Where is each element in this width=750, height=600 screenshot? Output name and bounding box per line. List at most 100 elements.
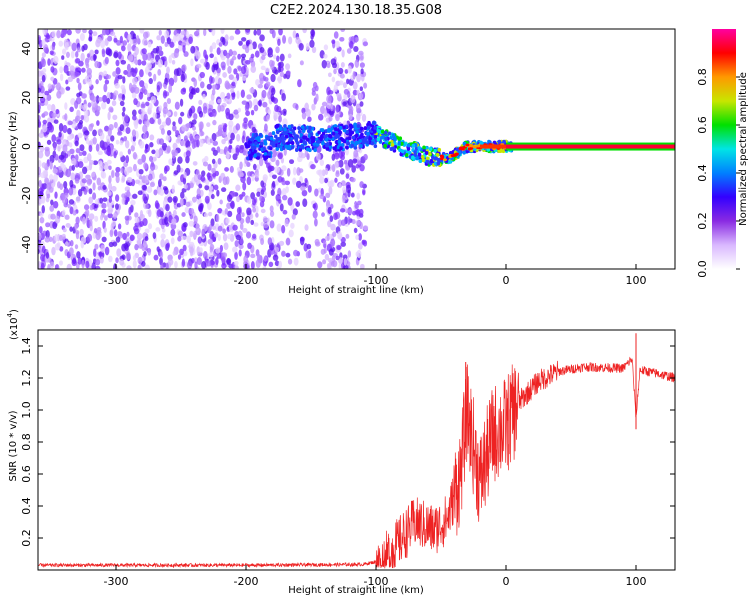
heatmap-cell bbox=[120, 84, 126, 90]
heatmap-cell bbox=[239, 161, 243, 170]
heatmap-cell bbox=[310, 33, 314, 40]
heatmap-cell bbox=[106, 190, 112, 197]
heatmap-cell bbox=[172, 121, 176, 126]
heatmap-cell bbox=[229, 201, 235, 208]
heatmap-cell bbox=[174, 150, 178, 156]
heatmap-cell bbox=[342, 125, 346, 130]
heatmap-cell bbox=[117, 223, 122, 230]
heatmap-cell bbox=[258, 132, 263, 137]
heatmap-cell bbox=[343, 257, 348, 266]
heatmap-cell bbox=[292, 208, 298, 216]
heatmap-cell bbox=[183, 135, 188, 142]
heatmap-cell bbox=[200, 175, 206, 182]
heatmap-cell bbox=[149, 181, 155, 188]
heatmap-cell bbox=[321, 141, 325, 146]
heatmap-cell bbox=[329, 179, 335, 188]
heatmap-cell bbox=[56, 90, 62, 99]
heatmap-cell bbox=[389, 135, 393, 140]
heatmap-cell bbox=[146, 52, 152, 61]
heatmap-cell bbox=[228, 120, 234, 128]
heatmap-cell bbox=[173, 111, 178, 117]
snr-panel: -300 -200 -100 0 100 0.2 0.4 0.6 0.8 1.0 1.2 1.4 He… bbox=[6, 309, 676, 596]
heatmap-cell bbox=[64, 113, 68, 121]
heatmap-cell bbox=[334, 40, 340, 49]
heatmap-cell bbox=[361, 239, 366, 246]
heatmap-cell bbox=[372, 120, 376, 125]
heatmap-cell bbox=[295, 201, 301, 208]
heatmap-cell bbox=[68, 70, 75, 76]
heatmap-cell bbox=[430, 155, 435, 160]
heatmap-cell bbox=[211, 42, 217, 50]
heatmap-cell bbox=[333, 68, 337, 75]
heatmap-cell bbox=[55, 82, 61, 91]
heatmap-cell bbox=[156, 246, 160, 252]
heatmap-cell bbox=[138, 119, 142, 125]
heatmap-cell bbox=[168, 158, 173, 165]
heatmap-cell bbox=[188, 241, 195, 247]
heatmap-cell bbox=[139, 221, 145, 227]
heatmap-cell bbox=[259, 46, 265, 53]
heatmap-cell bbox=[356, 112, 361, 122]
heatmap-cell bbox=[92, 182, 96, 191]
heatmap-cell bbox=[166, 37, 171, 45]
heatmap-cell bbox=[240, 53, 247, 59]
heatmap-cell bbox=[267, 47, 273, 56]
heatmap-cell bbox=[137, 59, 142, 66]
heatmap-cell bbox=[255, 212, 259, 218]
heatmap-cell bbox=[328, 110, 334, 116]
heatmap-cell bbox=[124, 244, 129, 252]
heatmap-cell bbox=[223, 98, 228, 103]
heatmap-cell bbox=[298, 147, 303, 152]
heatmap-cell bbox=[82, 166, 88, 175]
heatmap-cell bbox=[132, 255, 137, 261]
heatmap-cell bbox=[233, 68, 238, 75]
heatmap-cell bbox=[75, 196, 81, 203]
heatmap-cell bbox=[437, 147, 442, 152]
heatmap-cell bbox=[38, 226, 43, 234]
heatmap-cell bbox=[359, 221, 363, 230]
heatmap-cell bbox=[83, 130, 90, 136]
heatmap-cell bbox=[215, 247, 221, 254]
heatmap-cell bbox=[227, 210, 233, 218]
heatmap-cell bbox=[328, 145, 333, 150]
heatmap-cell bbox=[132, 193, 138, 199]
heatmap-cell bbox=[106, 97, 111, 105]
heatmap-cell bbox=[42, 29, 48, 36]
heatmap-cell bbox=[335, 171, 340, 178]
heatmap-cell bbox=[250, 151, 255, 156]
heatmap-cell bbox=[159, 250, 164, 259]
heatmap-cell bbox=[270, 73, 276, 83]
heatmap-cell bbox=[119, 35, 123, 44]
heatmap-cell bbox=[58, 131, 62, 138]
heatmap-cell bbox=[123, 135, 128, 142]
heatmap-cell bbox=[75, 147, 81, 154]
heatmap-cell bbox=[108, 196, 113, 203]
heatmap-cell bbox=[199, 202, 204, 210]
heatmap-cell bbox=[59, 66, 64, 74]
colorbar-label: Normalized spectral amplitude bbox=[738, 72, 749, 226]
heatmap-cell bbox=[192, 161, 198, 166]
heatmap-cell bbox=[102, 220, 106, 230]
heatmap-cell bbox=[92, 192, 97, 200]
heatmap-cell bbox=[91, 172, 96, 178]
heatmap-cell bbox=[211, 84, 218, 90]
heatmap-cell bbox=[288, 133, 293, 138]
heatmap-cell bbox=[250, 109, 255, 116]
heatmap-cell bbox=[271, 87, 276, 96]
heatmap-cell bbox=[354, 209, 360, 215]
heatmap-cell bbox=[225, 52, 231, 59]
heatmap-cell bbox=[76, 47, 81, 53]
heatmap-cell bbox=[264, 155, 269, 160]
heatmap-cell bbox=[274, 260, 280, 267]
heatmap-cell bbox=[163, 84, 167, 90]
heatmap-cell bbox=[183, 171, 187, 179]
heatmap-cell bbox=[297, 126, 301, 131]
heatmap-cell bbox=[181, 258, 186, 268]
heatmap-cell bbox=[270, 93, 275, 102]
heatmap-cell bbox=[95, 198, 99, 205]
heatmap-cell bbox=[134, 212, 139, 218]
heatmap-cell bbox=[256, 155, 261, 160]
heatmap-cell bbox=[144, 203, 149, 209]
heatmap-cell bbox=[126, 265, 132, 269]
heatmap-cell bbox=[40, 254, 46, 262]
